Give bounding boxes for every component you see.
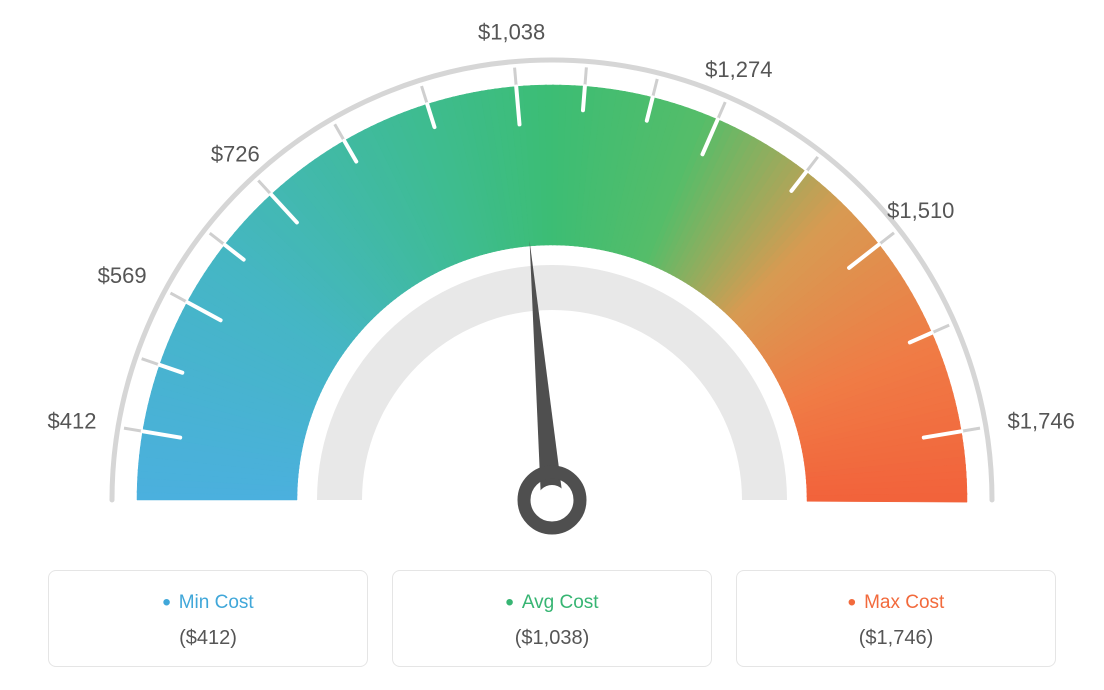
cost-gauge: $412 $569 $726 $1,038 $1,274 $1,510 $1,746 [0,0,1104,560]
gauge-tick-label: $1,274 [705,57,772,82]
gauge-tick-label: $412 [48,409,97,434]
gauge-tick-label: $569 [98,263,147,288]
legend-card-max: Max Cost ($1,746) [736,570,1056,667]
legend-row: Min Cost ($412) Avg Cost ($1,038) Max Co… [0,570,1104,667]
legend-label-avg: Avg Cost [405,589,699,617]
legend-label-min: Min Cost [61,589,355,617]
legend-value-avg: ($1,038) [405,627,699,650]
legend-label-max: Max Cost [749,589,1043,617]
gauge-tick-label: $1,746 [1008,409,1075,434]
legend-value-min: ($412) [61,627,355,650]
legend-value-max: ($1,746) [749,627,1043,650]
gauge-tick-label: $1,510 [887,198,954,223]
gauge-svg: $412 $569 $726 $1,038 $1,274 $1,510 $1,746 [0,0,1104,560]
gauge-tick-label: $726 [211,141,260,166]
legend-card-min: Min Cost ($412) [48,570,368,667]
gauge-tick-label: $1,038 [478,20,545,45]
legend-card-avg: Avg Cost ($1,038) [392,570,712,667]
